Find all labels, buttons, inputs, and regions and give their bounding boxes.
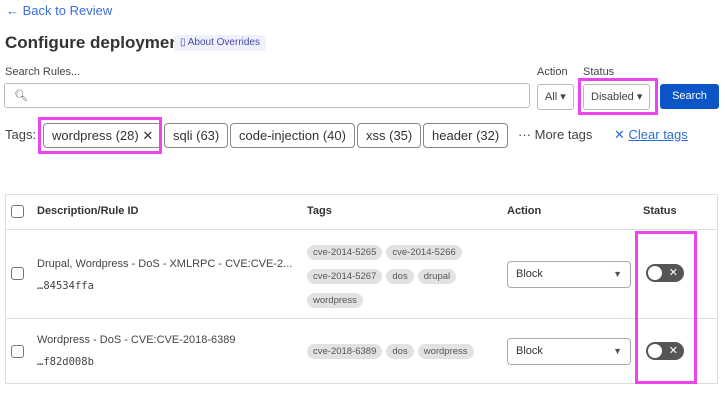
- tag-chip: wordpress: [417, 344, 474, 359]
- more-tags-button[interactable]: ··· More tags: [518, 127, 592, 142]
- action-value: Block: [516, 268, 543, 280]
- action-filter-select[interactable]: All ▾: [537, 84, 574, 110]
- rule-id: …f82d008b: [37, 356, 94, 368]
- caret-down-icon: ▼: [613, 346, 622, 356]
- rule-tags: cve-2014-5265 cve-2014-5266 cve-2014-5267 d…: [307, 242, 497, 314]
- tag-wordpress-selected[interactable]: wordpress (28) ✕: [43, 123, 163, 148]
- row-checkbox[interactable]: [11, 345, 24, 358]
- close-icon: ✕: [668, 267, 678, 279]
- clear-tags-label: Clear tags: [628, 127, 688, 142]
- header-action: Action: [507, 205, 542, 217]
- search-label: Search Rules...: [5, 66, 81, 78]
- tag-chip: drupal: [417, 269, 457, 284]
- tag-chip: cve-2014-5265: [307, 245, 383, 260]
- header-tags: Tags: [307, 205, 332, 217]
- tag-sqli[interactable]: sqli (63): [164, 123, 229, 148]
- action-select[interactable]: Block ▼: [507, 261, 631, 288]
- tags-label: Tags:: [5, 127, 37, 142]
- divider: [5, 229, 718, 230]
- ellipsis-icon: ···: [518, 127, 535, 142]
- tag-label: wordpress (28): [52, 128, 139, 143]
- divider: [5, 318, 718, 319]
- tag-chip: dos: [386, 269, 414, 284]
- tag-chip: cve-2014-5267: [307, 269, 383, 284]
- tag-chip: wordpress: [307, 293, 363, 308]
- rule-id: …84534ffa: [37, 280, 94, 292]
- tag-header[interactable]: header (32): [423, 123, 509, 148]
- search-input[interactable]: 🔍︎: [4, 83, 530, 108]
- toggle-knob: [647, 265, 663, 281]
- more-tags-label: More tags: [534, 127, 593, 142]
- status-filter-select[interactable]: Disabled ▾: [583, 84, 651, 110]
- action-value: Block: [516, 345, 543, 357]
- book-icon: ▯: [180, 37, 188, 48]
- rule-tags: cve-2018-6389 dos wordpress: [307, 341, 507, 365]
- search-icon: 🔍︎: [14, 90, 28, 102]
- tag-xss[interactable]: xss (35): [357, 123, 422, 148]
- action-select[interactable]: Block ▼: [507, 338, 631, 365]
- status-filter-value: Disabled: [591, 91, 634, 103]
- close-icon: ✕: [668, 345, 678, 357]
- search-button[interactable]: Search: [660, 84, 719, 109]
- back-to-review-link[interactable]: ← Back to Review: [6, 3, 113, 18]
- caret-down-icon: ▼: [613, 269, 622, 279]
- tag-chip: dos: [386, 344, 414, 359]
- page-title: Configure deployment: [5, 33, 186, 52]
- header-description: Description/Rule ID: [37, 205, 139, 217]
- about-overrides-button[interactable]: ▯ About Overrides: [174, 35, 266, 51]
- row-checkbox[interactable]: [11, 267, 24, 280]
- tag-code-injection[interactable]: code-injection (40): [230, 123, 355, 148]
- action-filter-label: Action: [537, 66, 568, 78]
- clear-tags-link[interactable]: ✕ Clear tags: [614, 127, 688, 143]
- caret-down-icon: ▾: [560, 91, 566, 103]
- rule-description: Drupal, Wordpress - DoS - XMLRPC - CVE:C…: [37, 258, 293, 270]
- caret-down-icon: ▾: [636, 91, 643, 103]
- header-status: Status: [643, 205, 677, 217]
- select-all-checkbox[interactable]: [11, 205, 24, 218]
- tag-chip: cve-2018-6389: [307, 344, 383, 359]
- rules-table: [5, 194, 718, 384]
- rule-description: Wordpress - DoS - CVE:CVE-2018-6389: [37, 334, 236, 346]
- toggle-knob: [647, 343, 663, 359]
- close-icon[interactable]: ✕: [142, 128, 154, 143]
- action-filter-value: All: [545, 91, 558, 103]
- status-toggle[interactable]: ✕: [646, 342, 684, 360]
- status-filter-label: Status: [583, 66, 615, 78]
- status-toggle[interactable]: ✕: [646, 264, 684, 282]
- about-overrides-label: About Overrides: [187, 37, 260, 48]
- close-icon: ✕: [614, 127, 629, 142]
- tag-chip: cve-2014-5266: [386, 245, 462, 260]
